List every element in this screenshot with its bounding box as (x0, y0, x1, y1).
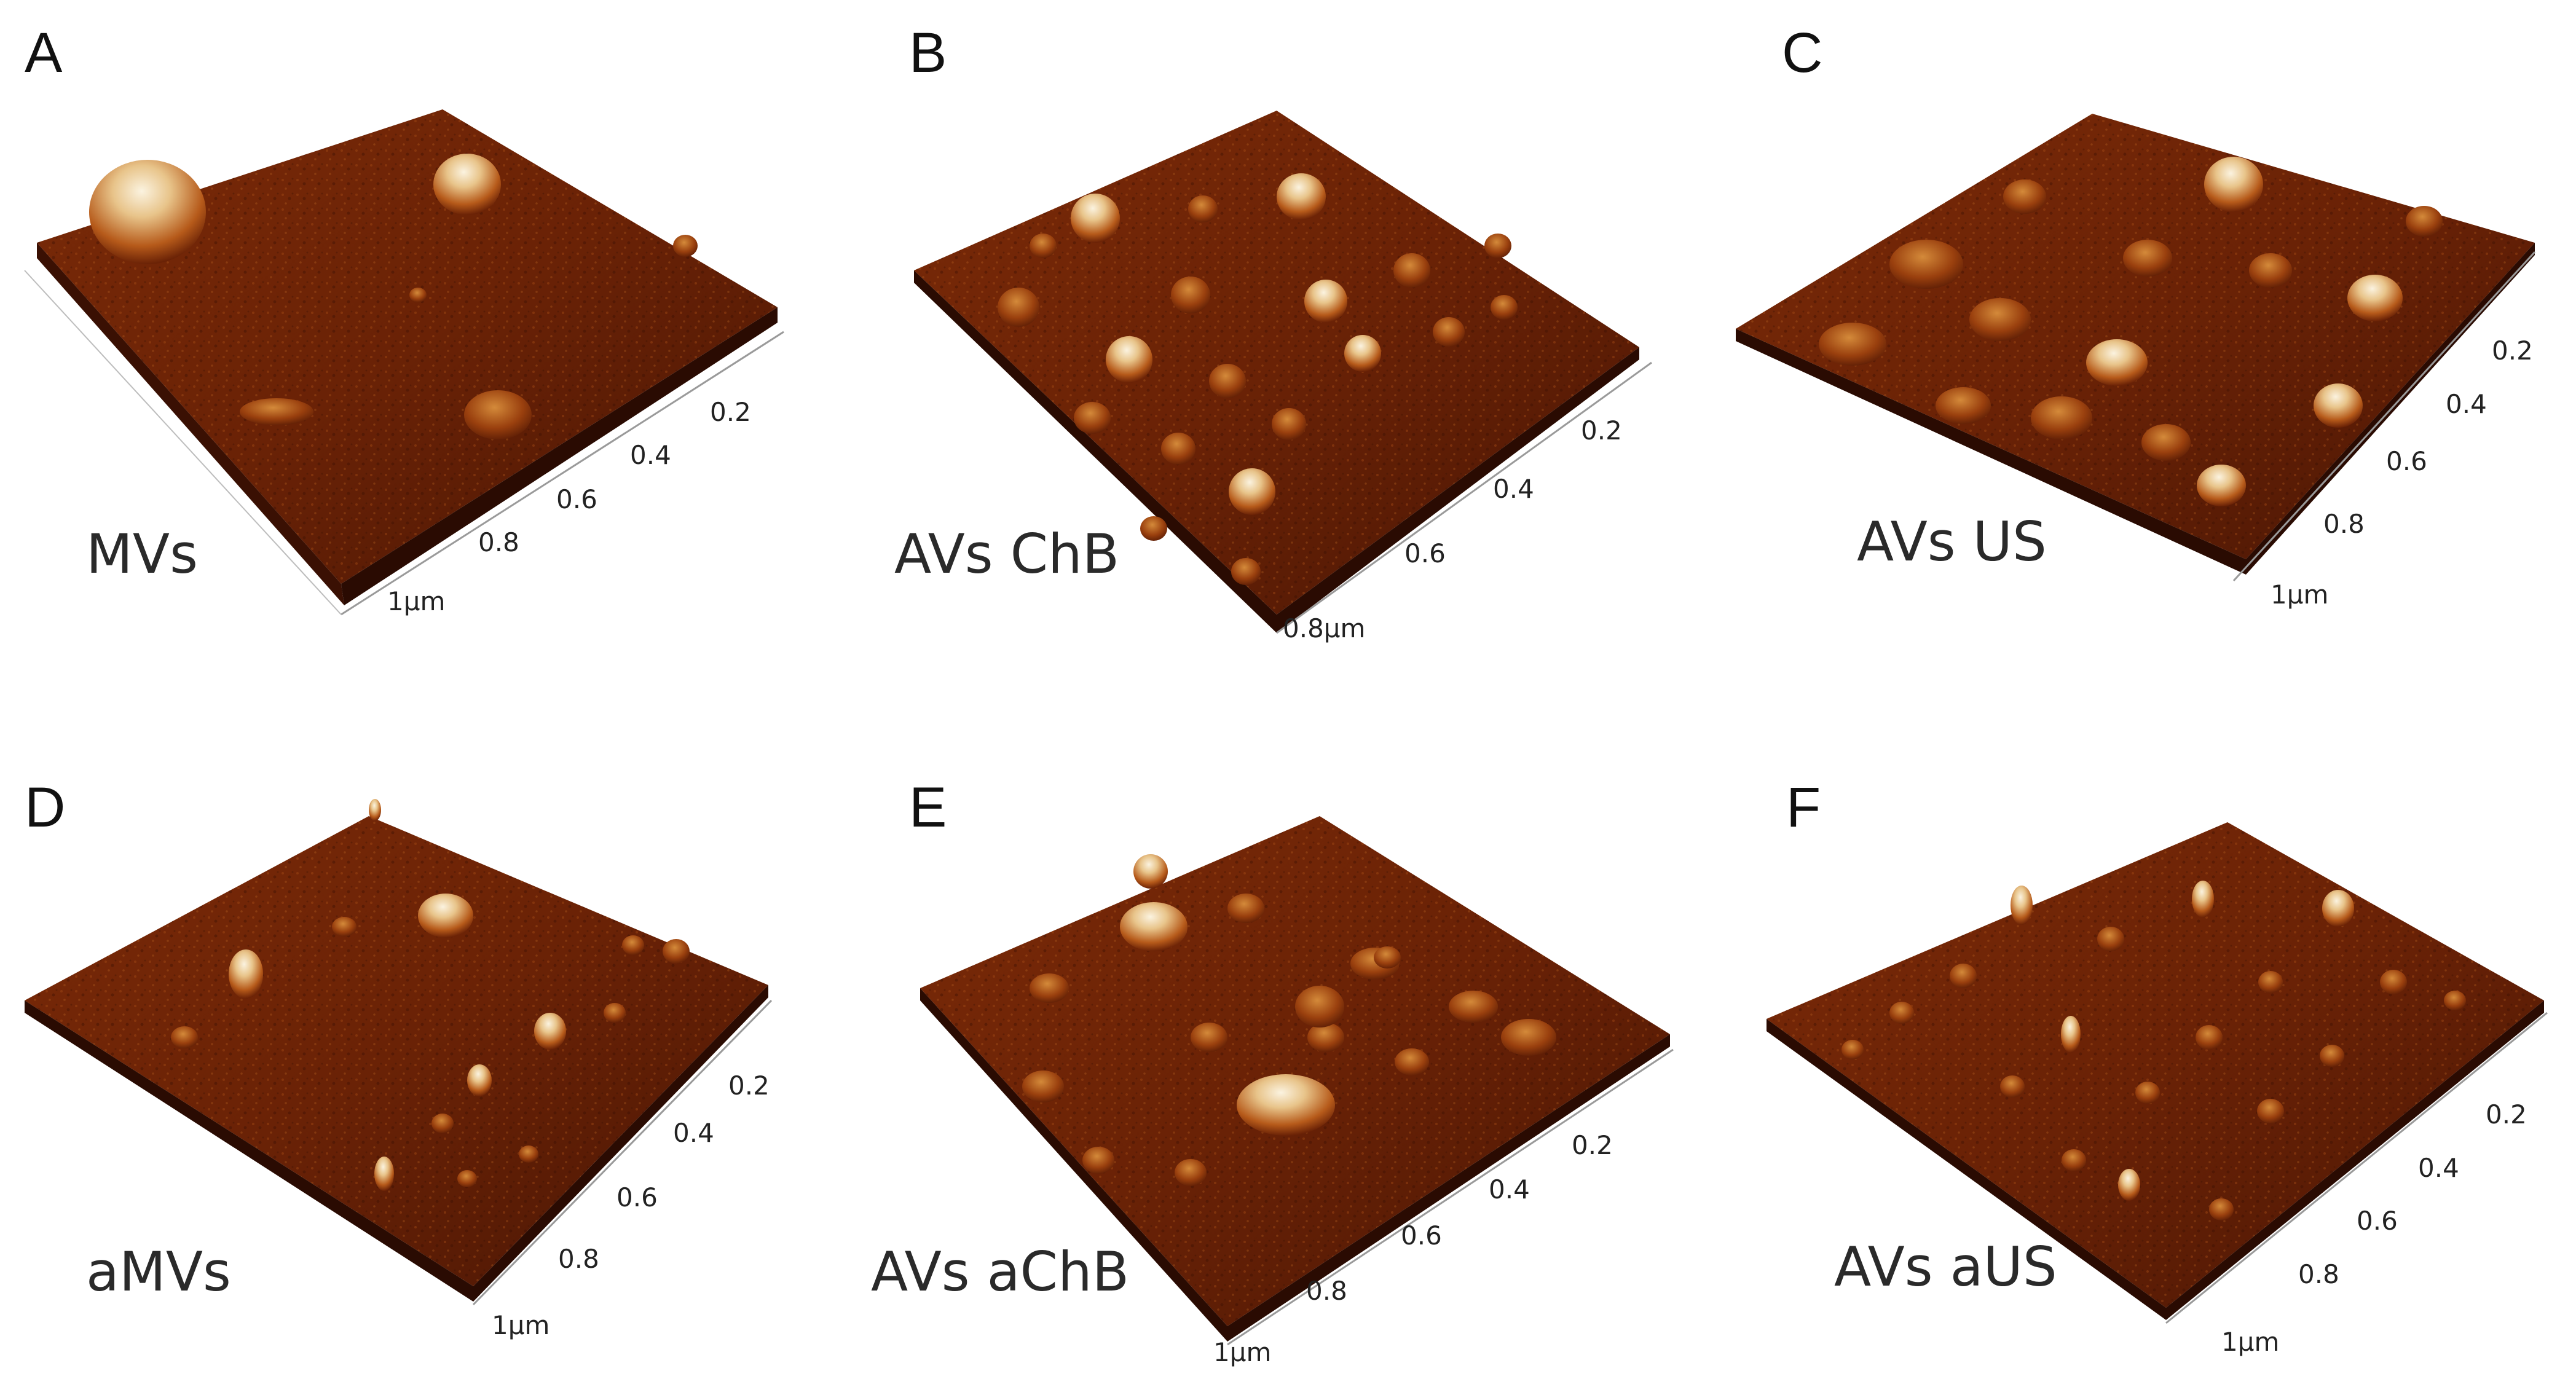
panel-caption: AVs ChB (894, 522, 1120, 586)
panel-caption: MVs (86, 522, 198, 586)
axis-tick: 0.4 (630, 440, 671, 470)
axis-tick: 0.2 (728, 1071, 770, 1101)
axis-tick: 0.2 (2492, 336, 2533, 366)
panel-letter: C (1782, 22, 1823, 84)
afm-surface-c (1736, 114, 2536, 582)
panel-c: C AVs US 0.2 0.4 0.6 0.8 1μm (1717, 0, 2576, 693)
afm-surface-b (914, 111, 1652, 634)
panel-letter: E (909, 776, 947, 839)
axis-tick: 0.4 (1489, 1174, 1530, 1204)
axis-tick: 0.6 (616, 1182, 658, 1212)
axis-tick: 0.2 (710, 397, 751, 427)
axis-tick: 0.2 (2486, 1099, 2527, 1130)
axis-tick: 0.8 (478, 527, 519, 557)
axis-tick: 1μm (2271, 580, 2329, 610)
afm-surface-d (25, 799, 773, 1306)
panel-letter: A (25, 22, 63, 84)
axis-tick: 0.8 (2298, 1259, 2339, 1289)
panel-letter: D (25, 776, 66, 839)
axis-tick: 0.6 (2386, 446, 2427, 476)
axis-tick: 1μm (2221, 1327, 2280, 1357)
axis-tick: 0.2 (1572, 1130, 1613, 1160)
axis-tick: 0.4 (2446, 389, 2487, 419)
panel-f: F AVs aUS 0.2 0.4 0.6 0.8 1μm (1717, 693, 2576, 1386)
axis-tick: 0.4 (1493, 474, 1534, 504)
axis-tick: 0.6 (556, 484, 597, 514)
axis-tick: 0.4 (673, 1118, 714, 1148)
axis-tick: 0.8 (1306, 1276, 1347, 1306)
axis-tick: 1μm (387, 586, 446, 616)
axis-tick: 0.6 (1401, 1220, 1442, 1251)
vesicle-peak (89, 160, 206, 264)
axis-tick: 0.8 (558, 1244, 599, 1274)
axis-tick: 0.8 (2323, 509, 2365, 539)
afm-surface-f (1767, 822, 2548, 1324)
axis-tick: 1μm (492, 1310, 550, 1340)
axis-tick: 0.8μm (1283, 613, 1366, 643)
panel-b: B AVs ChB 0.2 0.4 0.6 0.8μm (859, 0, 1717, 693)
panel-caption: aMVs (86, 1240, 231, 1303)
axis-tick: 1μm (1213, 1337, 1272, 1367)
panel-letter: B (909, 22, 947, 84)
panel-e: E AVs aChB 0.2 0.4 0.6 0.8 1μm (859, 693, 1717, 1386)
axis-tick: 0.4 (2418, 1153, 2459, 1183)
panel-caption: AVs aChB (871, 1240, 1130, 1303)
panel-d: D aMVs 0.2 0.4 0.6 0.8 1μm (0, 693, 859, 1386)
panel-letter: F (1786, 776, 1821, 839)
axis-tick: 0.2 (1581, 415, 1622, 446)
vesicle-peak (433, 154, 501, 215)
axis-tick: 0.6 (1404, 538, 1446, 568)
axis-tick: 0.6 (2357, 1206, 2398, 1236)
panel-a: A MVs 0.2 0.4 0.6 0.8 1μm (0, 0, 859, 693)
panel-caption: AVs aUS (1834, 1235, 2057, 1299)
panel-caption: AVs US (1857, 510, 2047, 573)
afm-surface-a (24, 109, 784, 616)
afm-surface-e (920, 816, 1674, 1346)
